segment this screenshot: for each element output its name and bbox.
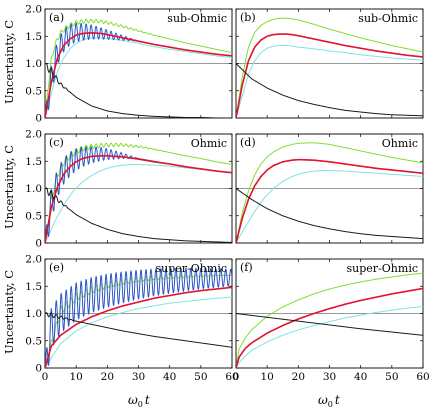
series-group-d xyxy=(236,142,423,243)
panels: 0 0.5 1.0 1.5 2.0 (a) sub-Ohmic (b) sub-Ohmic 0 0.… xyxy=(25,4,429,384)
series-line-cyan-f xyxy=(236,305,423,368)
panel-title-b: sub-Ohmic xyxy=(358,12,418,25)
y-tick-label: 1.5 xyxy=(25,156,42,168)
x-tick-label: 10 xyxy=(260,371,273,383)
series-group-e xyxy=(45,267,232,368)
series-line-black-f xyxy=(236,313,423,336)
x-tick-label: 60 xyxy=(416,371,429,383)
panel-title-c: Ohmic xyxy=(191,137,227,150)
svg-text:ω0t: ω0 t xyxy=(318,393,340,409)
x-axis-label-right: ω0 t xyxy=(318,393,340,409)
x-tick-label: 30 xyxy=(132,371,145,383)
y-tick-label: 0 xyxy=(35,113,42,125)
x-axis-label-left: ω0 t xyxy=(128,393,150,409)
x-tick-label: 30 xyxy=(323,371,336,383)
x-tick-label: 0 xyxy=(233,371,240,383)
series-line-red-d xyxy=(236,158,423,243)
panel-c: 0 0.5 1.0 1.5 2.0 (c) Ohmic xyxy=(25,129,233,250)
panel-label-e: (e) xyxy=(49,261,64,274)
panel-label-f: (f) xyxy=(240,261,253,274)
y-tick-label: 0 xyxy=(35,363,42,375)
series-line-blue-e xyxy=(45,267,232,368)
series-line-red-c xyxy=(45,155,232,243)
y-tick-label: 1.5 xyxy=(25,281,42,293)
panel-label-a: (a) xyxy=(49,11,64,24)
series-line-red-e xyxy=(45,286,232,368)
y-tick-label: 0.5 xyxy=(25,85,42,97)
series-line-cyan-d xyxy=(236,170,423,243)
series-group-a xyxy=(45,18,232,118)
series-line-cyan-c xyxy=(45,164,232,243)
y-axis-label-top: Uncertainty, C xyxy=(2,20,16,104)
series-line-green-b xyxy=(236,17,423,118)
panel-title-a: sub-Ohmic xyxy=(167,12,227,25)
y-tick-label: 0.5 xyxy=(25,335,42,347)
series-group-c xyxy=(45,142,232,243)
y-tick-label: 2.0 xyxy=(25,4,42,16)
series-group-f xyxy=(236,272,423,368)
y-tick-label: 2.0 xyxy=(25,129,42,141)
series-line-red-f xyxy=(236,287,423,368)
series-line-black-b xyxy=(236,63,423,117)
panel-title-d: Ohmic xyxy=(382,137,418,150)
x-tick-label: 50 xyxy=(194,371,207,383)
series-line-blue-c xyxy=(45,146,232,243)
y-tick-label: 1.0 xyxy=(25,308,42,320)
series-line-cyan-a xyxy=(45,37,232,118)
series-line-green-a xyxy=(45,18,232,118)
series-line-green-e xyxy=(45,274,232,368)
series-line-red-b xyxy=(236,33,423,118)
x-tick-label: 20 xyxy=(292,371,305,383)
y-tick-label: 2.0 xyxy=(25,254,42,266)
svg-text:ω0t: ω0 t xyxy=(128,393,150,409)
y-axis-label-middle: Uncertainty, C xyxy=(2,145,16,229)
panel-b: (b) sub-Ohmic xyxy=(235,8,424,119)
panel-a: 0 0.5 1.0 1.5 2.0 (a) sub-Ohmic xyxy=(25,4,233,125)
y-tick-label: 1.0 xyxy=(25,58,42,70)
series-line-purple-f xyxy=(236,287,423,368)
y-tick-label: 0 xyxy=(35,238,42,250)
y-tick-label: 0.5 xyxy=(25,210,42,222)
series-line-cyan-e xyxy=(45,296,232,368)
x-tick-label: 20 xyxy=(101,371,114,383)
series-line-red-a xyxy=(45,32,232,118)
x-tick-label: 60 xyxy=(225,371,238,383)
y-axis-label-bottom: Uncertainty, C xyxy=(2,270,16,354)
series-line-black-d xyxy=(236,188,423,240)
series-line-cyan-b xyxy=(236,45,423,118)
series-line-green-d xyxy=(236,142,423,243)
panel-label-d: (d) xyxy=(240,136,256,149)
panel-f: 0 10 20 30 40 50 60 (f) super-Ohmic xyxy=(233,258,430,383)
y-tick-label: 1.0 xyxy=(25,183,42,195)
panel-d: (d) Ohmic xyxy=(235,133,424,244)
panel-title-e: super-Ohmic xyxy=(156,262,227,275)
x-tick-label: 40 xyxy=(354,371,367,383)
series-line-black-c xyxy=(45,187,232,243)
panel-title-f: super-Ohmic xyxy=(347,262,418,275)
x-tick-label: 0 xyxy=(42,371,49,383)
x-tick-label: 10 xyxy=(69,371,82,383)
x-tick-label: 50 xyxy=(385,371,398,383)
y-tick-label: 1.5 xyxy=(25,31,42,43)
panel-label-c: (c) xyxy=(49,136,64,149)
series-line-green-f xyxy=(236,272,423,368)
x-tick-label: 40 xyxy=(163,371,176,383)
series-group-b xyxy=(236,17,423,118)
panel-label-b: (b) xyxy=(240,11,256,24)
series-line-black-e xyxy=(45,312,232,348)
series-line-black-a xyxy=(45,63,232,118)
